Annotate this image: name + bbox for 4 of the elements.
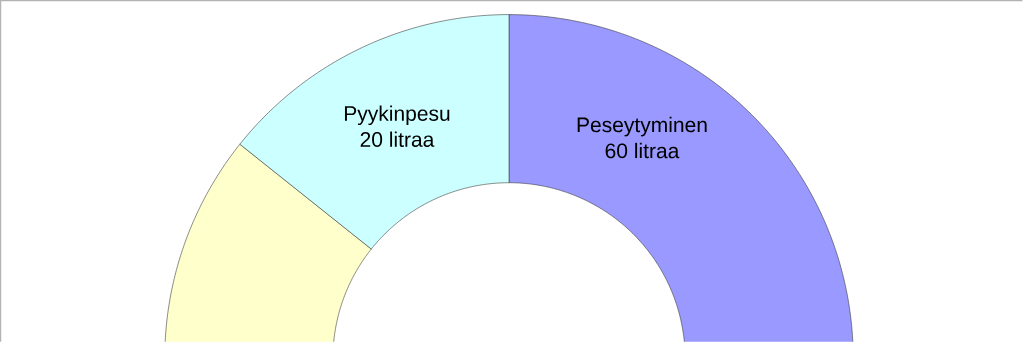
data-label: 60 litraa [605, 142, 680, 159]
data-label: 20 litraa [360, 131, 435, 147]
slice-label: Pyykinpesu [344, 105, 450, 125]
slice-label: Peseytyminen [577, 116, 707, 137]
